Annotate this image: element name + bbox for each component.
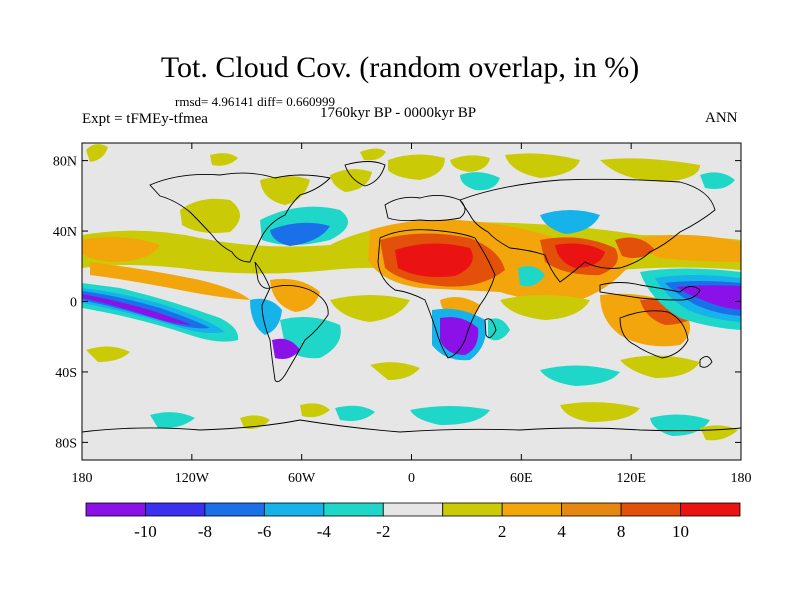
colorbar: -10 -8 -6 -4 -2 2 4 8 10 [85, 502, 741, 541]
madagascar-coast [484, 318, 497, 339]
colorbar-swatch [620, 502, 681, 517]
field-safrica-purple [440, 317, 479, 355]
colorbar-label: 8 [617, 522, 626, 541]
field-pacific-orange-e [640, 234, 741, 262]
colorbar-swatch [263, 502, 325, 517]
asia-coast [459, 178, 716, 283]
x-tick-label: 0 [408, 471, 415, 486]
field-so-3 [540, 365, 620, 386]
field-so-7 [410, 406, 490, 425]
anomaly-fields [82, 144, 741, 441]
experiment-label: Expt = tFMEy-tfmea [82, 111, 208, 127]
field-samerica-purple [272, 338, 300, 359]
field-europe-north [388, 154, 445, 180]
colorbar-label: -2 [376, 522, 390, 541]
australia-coast [619, 310, 689, 359]
colorbar-swatch [85, 502, 146, 517]
colorbar-swatch [323, 502, 384, 517]
colorbar-swatch [680, 502, 741, 517]
field-pacific-north [700, 172, 735, 189]
field-amazon-orange [270, 278, 320, 312]
north-america-coast [149, 172, 331, 263]
new-zealand-coast [699, 356, 713, 368]
field-namerica-west [180, 198, 240, 234]
field-so-5 [300, 403, 330, 418]
x-tick-label: 120W [175, 471, 210, 486]
coastlines [82, 161, 741, 433]
field-so-1 [86, 346, 130, 362]
field-so-8 [560, 402, 640, 422]
field-pacific-purple [82, 294, 192, 325]
colorbar-swatch [145, 502, 206, 517]
colorbar-label: -4 [317, 522, 332, 541]
x-tick-label: 120E [616, 471, 646, 486]
x-tick-label: 60W [288, 471, 316, 486]
field-samerica-blue [250, 298, 282, 335]
colorbar-label: -8 [198, 522, 212, 541]
map-title: Tot. Cloud Cov. (random overlap, in %) [160, 51, 640, 84]
field-arctic-green [360, 148, 386, 161]
field-indian-ocean [500, 295, 590, 320]
x-tick-label: 180 [731, 471, 752, 486]
field-arctic-america [210, 153, 238, 166]
field-epac-purple [676, 285, 741, 310]
field-pacific-orange-w [82, 236, 160, 262]
colorbar-label: 10 [672, 522, 689, 541]
colorbar-swatch [442, 502, 503, 517]
field-india-red [555, 243, 605, 268]
x-tick-label: 60E [510, 471, 533, 486]
antarctica-coast [82, 419, 741, 433]
field-atlantic-blue [270, 222, 330, 246]
field-arctic-west [86, 144, 108, 162]
field-so-6 [335, 405, 375, 421]
colorbar-label: 2 [498, 522, 507, 541]
x-tick-label: 180 [72, 471, 93, 486]
colorbar-label: -6 [257, 522, 271, 541]
colorbar-label: -10 [134, 522, 157, 541]
y-tick-label: 40S [55, 366, 77, 381]
field-china-dark [615, 237, 655, 258]
field-atlantic-north [330, 169, 372, 192]
colorbar-swatch [204, 502, 265, 517]
field-so-2 [370, 362, 420, 380]
field-atlantic-eq [330, 295, 410, 322]
field-east-asia-north [600, 158, 700, 182]
field-asia-north [505, 153, 580, 178]
colorbar-swatch [501, 502, 563, 517]
field-siberia-neg [460, 172, 500, 191]
y-tick-label: 80S [55, 436, 77, 451]
season-label: ANN [705, 110, 738, 126]
maritime-continent-coast [599, 282, 701, 301]
field-so-4 [620, 355, 700, 378]
colorbar-swatch [382, 502, 444, 517]
field-itcz-orange [90, 262, 250, 300]
stats-text: rmsd= 4.96141 diff= 0.660999 [175, 94, 335, 109]
field-central-asia [540, 210, 600, 234]
field-siberia-w [450, 155, 490, 172]
field-so-9 [150, 412, 195, 429]
y-tick-label: 80N [53, 155, 77, 170]
europe-coast [384, 195, 466, 222]
africa-coast [377, 229, 496, 359]
greenland-coast [344, 161, 386, 187]
field-sahara-red [395, 243, 473, 277]
south-america-coast [261, 285, 329, 383]
field-arabian-sea [518, 266, 545, 287]
colorbar-swatch [561, 502, 622, 517]
colorbar-label: 4 [557, 522, 566, 541]
axes: 180 120W 60W 0 60E 120E 180 80N 40N 0 40S 80S [53, 143, 752, 486]
y-tick-label: 0 [70, 296, 77, 311]
period-label: 1760kyr BP - 0000kyr BP [320, 105, 477, 121]
y-tick-label: 40N [53, 225, 77, 240]
